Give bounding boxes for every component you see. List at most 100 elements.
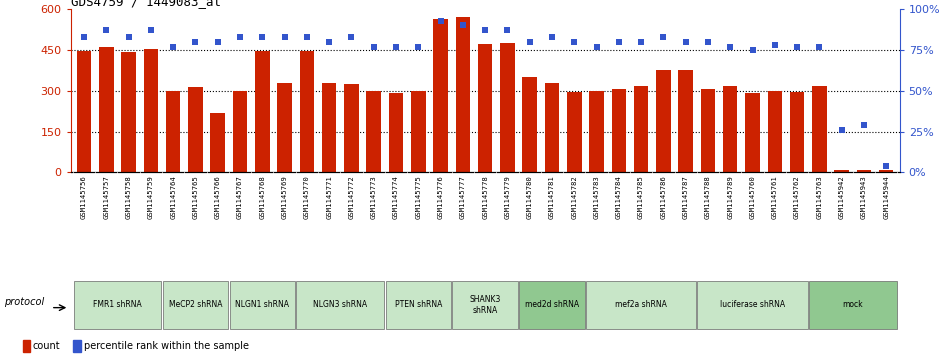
Text: GSM1145760: GSM1145760 xyxy=(750,176,755,219)
Text: GSM1145756: GSM1145756 xyxy=(81,176,87,219)
Point xyxy=(411,44,426,49)
Point xyxy=(500,27,515,33)
Point xyxy=(388,44,403,49)
Point xyxy=(99,27,114,33)
Text: GSM1145943: GSM1145943 xyxy=(861,176,867,219)
Bar xyxy=(233,91,247,172)
Text: GSM1145781: GSM1145781 xyxy=(549,176,555,219)
Point xyxy=(723,44,738,49)
Point xyxy=(300,34,315,40)
Text: GSM1145766: GSM1145766 xyxy=(215,176,220,219)
Bar xyxy=(255,51,269,172)
Text: PTEN shRNA: PTEN shRNA xyxy=(395,301,442,309)
Text: GSM1145944: GSM1145944 xyxy=(884,176,889,219)
Text: mock: mock xyxy=(842,301,863,309)
Point xyxy=(678,39,693,45)
Bar xyxy=(99,46,114,172)
FancyBboxPatch shape xyxy=(697,281,807,329)
Bar xyxy=(188,87,203,172)
Text: GSM1145762: GSM1145762 xyxy=(794,176,800,219)
Bar xyxy=(856,170,871,172)
Point xyxy=(522,39,537,45)
Text: med2d shRNA: med2d shRNA xyxy=(525,301,579,309)
Text: mef2a shRNA: mef2a shRNA xyxy=(615,301,667,309)
Text: GSM1145789: GSM1145789 xyxy=(727,176,733,219)
Bar xyxy=(678,70,693,172)
Point xyxy=(611,39,626,45)
Text: GSM1145783: GSM1145783 xyxy=(593,176,599,219)
Bar xyxy=(590,91,604,172)
FancyBboxPatch shape xyxy=(230,281,295,329)
Text: GSM1145779: GSM1145779 xyxy=(504,176,511,219)
Bar xyxy=(77,51,91,172)
Bar xyxy=(745,93,760,172)
Bar xyxy=(143,49,158,172)
Bar xyxy=(611,89,626,172)
FancyBboxPatch shape xyxy=(519,281,585,329)
Point xyxy=(701,39,716,45)
Bar xyxy=(478,44,493,172)
Bar xyxy=(544,82,560,172)
Point xyxy=(76,34,91,40)
Bar xyxy=(366,91,381,172)
Text: GSM1145788: GSM1145788 xyxy=(705,176,711,219)
Text: GSM1145775: GSM1145775 xyxy=(415,176,421,219)
Point xyxy=(143,27,158,33)
Bar xyxy=(389,93,403,172)
Text: MeCP2 shRNA: MeCP2 shRNA xyxy=(169,301,222,309)
Text: GSM1145767: GSM1145767 xyxy=(237,176,243,219)
Point xyxy=(478,27,493,33)
Text: GSM1145768: GSM1145768 xyxy=(259,176,266,219)
Point xyxy=(233,34,248,40)
FancyBboxPatch shape xyxy=(297,281,384,329)
Bar xyxy=(500,43,514,172)
Bar xyxy=(300,51,314,172)
FancyBboxPatch shape xyxy=(163,281,228,329)
Text: GSM1145786: GSM1145786 xyxy=(660,176,666,219)
Point xyxy=(544,34,560,40)
Bar xyxy=(812,86,827,172)
Point xyxy=(589,44,604,49)
Text: GSM1145770: GSM1145770 xyxy=(304,176,310,219)
Text: GSM1145763: GSM1145763 xyxy=(817,176,822,219)
FancyBboxPatch shape xyxy=(809,281,897,329)
Point xyxy=(321,39,336,45)
Bar xyxy=(456,17,470,172)
Bar xyxy=(23,340,30,352)
Bar xyxy=(277,82,292,172)
Text: NLGN1 shRNA: NLGN1 shRNA xyxy=(236,301,289,309)
Text: luciferase shRNA: luciferase shRNA xyxy=(720,301,785,309)
Text: GSM1145787: GSM1145787 xyxy=(683,176,689,219)
Text: GSM1145780: GSM1145780 xyxy=(527,176,532,219)
Bar xyxy=(723,86,738,172)
FancyBboxPatch shape xyxy=(452,281,518,329)
Text: GSM1145757: GSM1145757 xyxy=(104,176,109,219)
Point xyxy=(344,34,359,40)
FancyBboxPatch shape xyxy=(73,281,161,329)
Bar xyxy=(166,91,181,172)
Text: NLGN3 shRNA: NLGN3 shRNA xyxy=(314,301,367,309)
Point xyxy=(166,44,181,49)
Text: GSM1145778: GSM1145778 xyxy=(482,176,488,219)
Bar xyxy=(789,92,804,172)
Text: GSM1145785: GSM1145785 xyxy=(638,176,644,219)
Point xyxy=(879,163,894,169)
Point xyxy=(277,34,292,40)
Bar xyxy=(879,170,893,172)
Point xyxy=(789,44,804,49)
Point xyxy=(455,23,470,28)
Bar xyxy=(322,83,336,172)
Bar xyxy=(122,52,136,172)
Point xyxy=(768,42,783,48)
Point xyxy=(433,17,448,23)
Text: percentile rank within the sample: percentile rank within the sample xyxy=(84,341,249,351)
Point xyxy=(634,39,649,45)
Text: GSM1145773: GSM1145773 xyxy=(371,176,377,219)
Point xyxy=(856,122,871,128)
Point xyxy=(210,39,225,45)
Point xyxy=(812,44,827,49)
Text: GSM1145758: GSM1145758 xyxy=(125,176,132,219)
Bar xyxy=(768,91,782,172)
Point xyxy=(834,127,849,133)
Bar xyxy=(657,70,671,172)
